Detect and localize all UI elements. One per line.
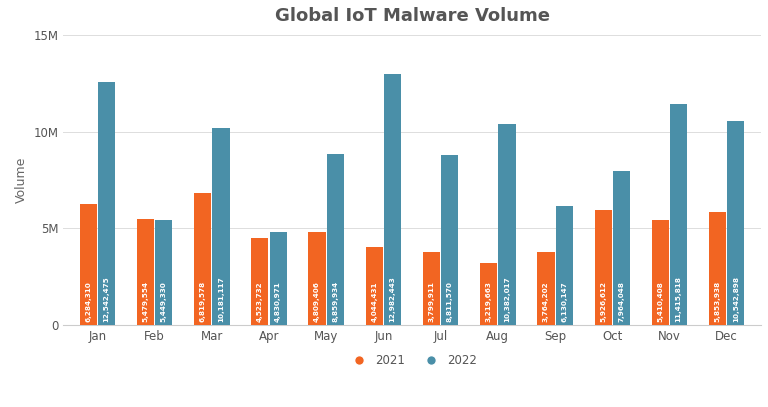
- Bar: [251, 238, 269, 325]
- Text: 3,799,911: 3,799,911: [429, 281, 435, 322]
- Bar: [194, 193, 211, 325]
- Bar: [498, 124, 515, 325]
- Text: 10,181,117: 10,181,117: [218, 277, 224, 322]
- Bar: [480, 263, 498, 325]
- Text: 6,819,578: 6,819,578: [200, 281, 206, 322]
- Text: 4,044,431: 4,044,431: [371, 282, 377, 322]
- Text: 12,542,475: 12,542,475: [104, 276, 110, 322]
- Text: 5,410,408: 5,410,408: [657, 282, 664, 322]
- Bar: [309, 232, 326, 325]
- Bar: [709, 212, 727, 325]
- Bar: [366, 247, 383, 325]
- Bar: [442, 155, 458, 325]
- Bar: [155, 220, 172, 325]
- Legend: 2021, 2022: 2021, 2022: [342, 349, 482, 372]
- Bar: [327, 154, 344, 325]
- Text: 5,926,612: 5,926,612: [600, 281, 606, 322]
- Text: 10,382,017: 10,382,017: [504, 277, 510, 322]
- Text: 4,830,971: 4,830,971: [275, 282, 281, 322]
- Bar: [652, 221, 669, 325]
- Bar: [670, 104, 687, 325]
- Text: 6,130,147: 6,130,147: [561, 282, 568, 322]
- Text: 5,853,938: 5,853,938: [714, 281, 720, 322]
- Bar: [80, 204, 97, 325]
- Text: 12,982,443: 12,982,443: [389, 276, 396, 322]
- Y-axis label: Volume: Volume: [15, 157, 28, 203]
- Text: 5,479,554: 5,479,554: [142, 281, 148, 322]
- Bar: [727, 121, 744, 325]
- Bar: [137, 219, 154, 325]
- Text: 6,284,310: 6,284,310: [85, 282, 91, 322]
- Bar: [98, 82, 115, 325]
- Title: Global IoT Malware Volume: Global IoT Malware Volume: [274, 7, 550, 25]
- Bar: [384, 74, 401, 325]
- Text: 3,219,663: 3,219,663: [485, 281, 492, 322]
- Text: 10,542,898: 10,542,898: [733, 276, 739, 322]
- Text: 4,523,732: 4,523,732: [257, 282, 263, 322]
- Text: 8,859,934: 8,859,934: [333, 281, 339, 322]
- Bar: [594, 210, 612, 325]
- Bar: [556, 206, 573, 325]
- Text: 7,964,048: 7,964,048: [618, 281, 624, 322]
- Text: 5,449,330: 5,449,330: [161, 282, 167, 322]
- Text: 8,811,570: 8,811,570: [447, 281, 453, 322]
- Text: 11,415,818: 11,415,818: [676, 276, 682, 322]
- Bar: [423, 252, 440, 325]
- Text: 3,764,202: 3,764,202: [543, 282, 549, 322]
- Bar: [613, 171, 630, 325]
- Bar: [213, 128, 230, 325]
- Bar: [270, 232, 286, 325]
- Text: 4,809,406: 4,809,406: [314, 281, 320, 322]
- Bar: [538, 252, 554, 325]
